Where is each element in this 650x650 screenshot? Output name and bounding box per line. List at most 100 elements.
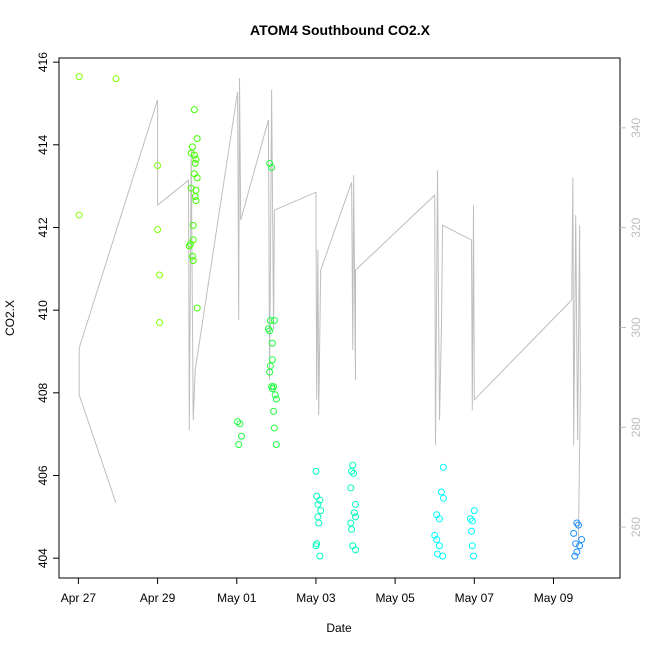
data-point — [266, 327, 274, 335]
data-point — [156, 271, 164, 279]
data-point — [270, 407, 278, 415]
y-tick-label: 410 — [36, 300, 50, 320]
data-point — [236, 420, 244, 428]
data-point — [466, 515, 474, 523]
x-tick-label: May 05 — [375, 591, 415, 605]
data-point — [271, 391, 279, 399]
data-point — [112, 75, 120, 83]
data-point — [193, 174, 201, 182]
chart-title: ATOM4 Southbound CO2.X — [250, 22, 431, 38]
data-point — [266, 316, 274, 324]
y-tick-label: 404 — [36, 548, 50, 568]
data-point — [315, 519, 323, 527]
data-point — [154, 226, 162, 234]
y2-tick-label: 280 — [629, 417, 643, 437]
data-point — [268, 385, 276, 393]
data-point — [350, 469, 358, 477]
data-point — [234, 418, 242, 426]
data-point — [272, 395, 280, 403]
data-point — [573, 548, 581, 556]
y-tick-label: 406 — [36, 465, 50, 485]
data-point — [352, 500, 360, 508]
y-tick-label: 408 — [36, 382, 50, 402]
data-point — [75, 73, 83, 81]
data-point — [431, 531, 439, 539]
data-point — [572, 540, 580, 548]
y2-tick-label: 320 — [629, 217, 643, 237]
data-point — [266, 159, 274, 167]
data-point — [348, 525, 356, 533]
x-tick-label: May 07 — [455, 591, 495, 605]
data-point — [574, 521, 582, 529]
data-point — [571, 552, 579, 560]
data-point — [576, 542, 584, 550]
data-point — [439, 463, 447, 471]
data-point — [190, 106, 198, 114]
x-tick-label: May 01 — [217, 591, 257, 605]
data-point — [185, 242, 193, 250]
data-point — [266, 368, 274, 376]
data-point — [268, 164, 276, 172]
data-point — [470, 552, 478, 560]
plot-frame — [58, 57, 621, 579]
data-point — [316, 552, 324, 560]
data-point — [192, 197, 200, 205]
data-point — [75, 211, 83, 219]
data-point — [573, 519, 581, 527]
data-point — [468, 542, 476, 550]
y-tick-label: 414 — [36, 134, 50, 154]
x-tick-label: May 03 — [296, 591, 336, 605]
data-point — [268, 356, 276, 364]
x-tick-label: Apr 29 — [140, 591, 176, 605]
data-point — [316, 496, 324, 504]
y-axis-label: CO2.X — [3, 300, 17, 336]
data-point — [188, 252, 196, 260]
data-point — [192, 155, 200, 163]
x-tick-label: May 09 — [534, 591, 574, 605]
data-point — [191, 192, 199, 200]
data-point — [272, 440, 280, 448]
co2-line — [78, 77, 581, 541]
data-point — [270, 424, 278, 432]
data-point — [352, 513, 360, 521]
data-point — [156, 319, 164, 327]
data-point — [435, 515, 443, 523]
data-point — [439, 552, 447, 560]
data-point — [317, 507, 325, 515]
data-point — [191, 159, 199, 167]
y-tick-label: 416 — [36, 52, 50, 72]
data-point — [312, 467, 320, 475]
data-point — [570, 529, 578, 537]
data-point — [347, 484, 355, 492]
data-point — [238, 432, 246, 440]
data-point — [270, 316, 278, 324]
data-point — [190, 151, 198, 159]
x-axis-label: Date — [326, 621, 352, 635]
y2-tick-label: 340 — [629, 118, 643, 138]
data-point — [439, 494, 447, 502]
data-point — [435, 542, 443, 550]
data-point — [468, 517, 476, 525]
data-point — [437, 488, 445, 496]
y2-tick-label: 260 — [629, 517, 643, 537]
x-tick-label: Apr 27 — [61, 591, 97, 605]
data-point — [189, 221, 197, 229]
data-point — [468, 527, 476, 535]
data-point — [235, 440, 243, 448]
y2-tick-label: 300 — [629, 317, 643, 337]
data-point — [578, 536, 586, 544]
data-point — [348, 467, 356, 475]
data-point — [193, 304, 201, 312]
data-point — [193, 135, 201, 143]
data-point — [154, 161, 162, 169]
data-point — [312, 542, 320, 550]
data-point — [268, 339, 276, 347]
y-tick-label: 412 — [36, 217, 50, 237]
data-point — [433, 536, 441, 544]
data-point — [352, 546, 360, 554]
data-point — [314, 500, 322, 508]
data-point — [189, 257, 197, 265]
data-point — [350, 509, 358, 517]
